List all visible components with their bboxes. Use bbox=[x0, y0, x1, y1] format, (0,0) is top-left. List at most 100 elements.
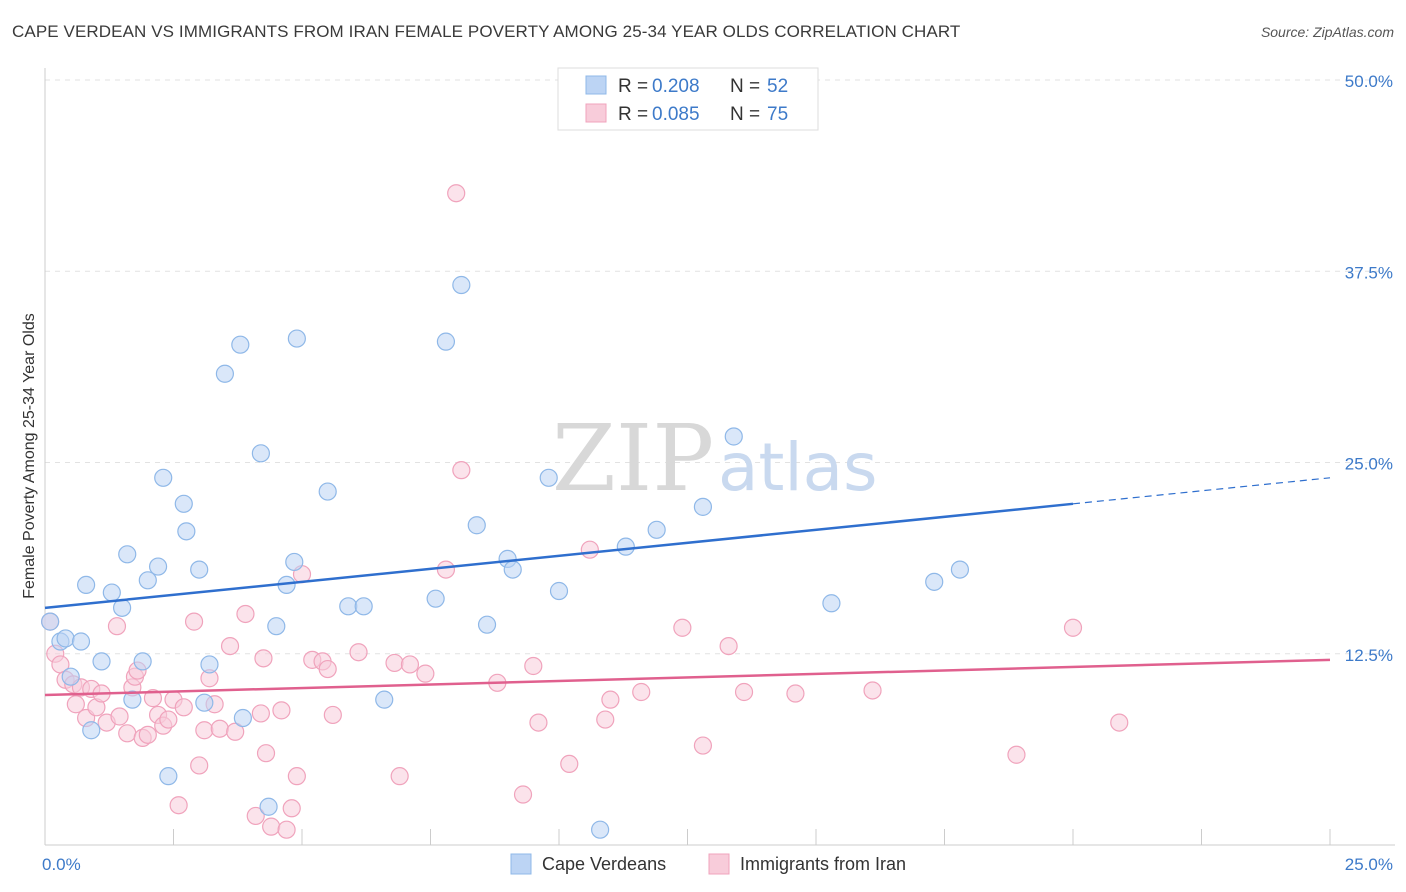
point-cape-verdean bbox=[354, 597, 373, 616]
point-iran bbox=[66, 695, 85, 714]
x-tick-labels: 0.0% 25.0% bbox=[42, 855, 1393, 874]
bottom-legend: Cape Verdeans Immigrants from Iran bbox=[510, 853, 906, 875]
bottom-legend-swatch-cape-verdean bbox=[510, 853, 532, 875]
point-iran bbox=[143, 689, 163, 708]
y-tick-label: 12.5% bbox=[1345, 646, 1393, 665]
legend-n-value-1: 52 bbox=[767, 76, 788, 97]
point-cape-verdean bbox=[233, 708, 252, 728]
point-cape-verdean bbox=[190, 560, 209, 579]
point-iran bbox=[226, 722, 245, 741]
series-cape-verdean-points bbox=[41, 275, 970, 839]
series-iran-points bbox=[41, 184, 1129, 839]
point-cape-verdean bbox=[82, 721, 101, 740]
y-tick-label: 37.5% bbox=[1345, 263, 1393, 282]
point-cape-verdean bbox=[318, 482, 337, 501]
point-iran bbox=[693, 736, 713, 755]
legend: R = 0.208 N = 52 R = 0.085 N = 75 bbox=[557, 67, 819, 131]
point-iran bbox=[524, 656, 543, 676]
point-cape-verdean bbox=[195, 693, 214, 712]
y-tick-labels: 12.5% 25.0% 37.5% 50.0% bbox=[1345, 72, 1393, 665]
point-cape-verdean bbox=[591, 820, 610, 839]
point-iran bbox=[1007, 745, 1026, 764]
bottom-legend-swatch-iran bbox=[708, 853, 730, 875]
point-cape-verdean bbox=[549, 581, 569, 601]
point-cape-verdean bbox=[375, 690, 394, 709]
point-iran bbox=[400, 655, 420, 674]
point-iran bbox=[287, 767, 306, 786]
point-iran bbox=[138, 725, 157, 744]
trend-line-cape-verdean bbox=[44, 502, 1074, 610]
point-iran bbox=[282, 799, 301, 818]
point-cape-verdean bbox=[118, 545, 137, 564]
point-cape-verdean bbox=[148, 557, 168, 576]
point-cape-verdean bbox=[693, 497, 713, 516]
point-iran bbox=[256, 744, 276, 763]
axes bbox=[44, 68, 1395, 846]
point-iran bbox=[159, 710, 178, 729]
point-iran bbox=[169, 796, 188, 815]
point-cape-verdean bbox=[123, 690, 142, 709]
legend-r-label-1: R = bbox=[618, 76, 648, 97]
point-iran bbox=[560, 754, 579, 774]
point-iran bbox=[254, 649, 273, 668]
point-cape-verdean bbox=[616, 537, 635, 556]
source-credit: Source: ZipAtlas.com bbox=[1260, 24, 1394, 40]
point-iran bbox=[1063, 618, 1083, 637]
point-iran bbox=[118, 724, 137, 743]
point-iran bbox=[580, 540, 599, 559]
point-cape-verdean bbox=[339, 597, 358, 616]
point-iran bbox=[436, 560, 456, 579]
point-cape-verdean bbox=[200, 655, 219, 674]
point-cape-verdean bbox=[267, 617, 286, 636]
legend-n-label-2: N = bbox=[730, 104, 760, 125]
point-iran bbox=[529, 713, 548, 732]
legend-r-value-2: 0.085 bbox=[652, 104, 700, 125]
point-cape-verdean bbox=[41, 612, 60, 631]
point-cape-verdean bbox=[138, 571, 157, 590]
point-cape-verdean bbox=[724, 427, 743, 446]
point-iran bbox=[318, 659, 337, 679]
point-iran bbox=[452, 461, 471, 480]
point-iran bbox=[596, 710, 615, 729]
point-iran bbox=[277, 820, 296, 839]
point-iran bbox=[220, 636, 240, 656]
point-cape-verdean bbox=[285, 552, 304, 572]
point-cape-verdean bbox=[77, 575, 96, 595]
point-cape-verdean bbox=[467, 516, 486, 535]
point-iran bbox=[236, 604, 255, 624]
point-cape-verdean bbox=[174, 494, 193, 513]
y-tick-label: 50.0% bbox=[1345, 72, 1393, 91]
trend-line-iran bbox=[44, 658, 1331, 697]
point-iran bbox=[262, 817, 281, 836]
legend-swatch-cape-verdean bbox=[585, 75, 607, 95]
point-cape-verdean bbox=[259, 797, 278, 816]
bottom-legend-label-iran: Immigrants from Iran bbox=[740, 854, 906, 874]
point-iran bbox=[719, 636, 738, 656]
point-cape-verdean bbox=[503, 560, 522, 579]
point-iran bbox=[195, 721, 214, 740]
point-iran bbox=[190, 756, 209, 775]
point-iran bbox=[385, 653, 404, 673]
trend-lines bbox=[44, 477, 1331, 697]
point-cape-verdean bbox=[177, 522, 196, 541]
point-cape-verdean bbox=[925, 572, 944, 591]
point-cape-verdean bbox=[133, 652, 152, 671]
point-cape-verdean bbox=[426, 589, 445, 608]
point-cape-verdean bbox=[56, 629, 75, 648]
point-iran bbox=[210, 719, 229, 738]
watermark-atlas: atlas bbox=[718, 429, 878, 506]
point-cape-verdean bbox=[61, 667, 80, 686]
point-cape-verdean bbox=[92, 652, 111, 671]
point-iran bbox=[107, 617, 127, 636]
point-iran bbox=[323, 705, 342, 725]
point-cape-verdean bbox=[452, 275, 471, 295]
point-iran bbox=[349, 643, 368, 662]
point-iran bbox=[673, 618, 692, 637]
y-tick-label: 25.0% bbox=[1345, 455, 1393, 474]
point-iran bbox=[1110, 713, 1129, 732]
legend-r-label-2: R = bbox=[618, 104, 648, 125]
point-iran bbox=[863, 681, 882, 700]
point-cape-verdean bbox=[231, 335, 250, 354]
point-iran bbox=[513, 785, 533, 804]
